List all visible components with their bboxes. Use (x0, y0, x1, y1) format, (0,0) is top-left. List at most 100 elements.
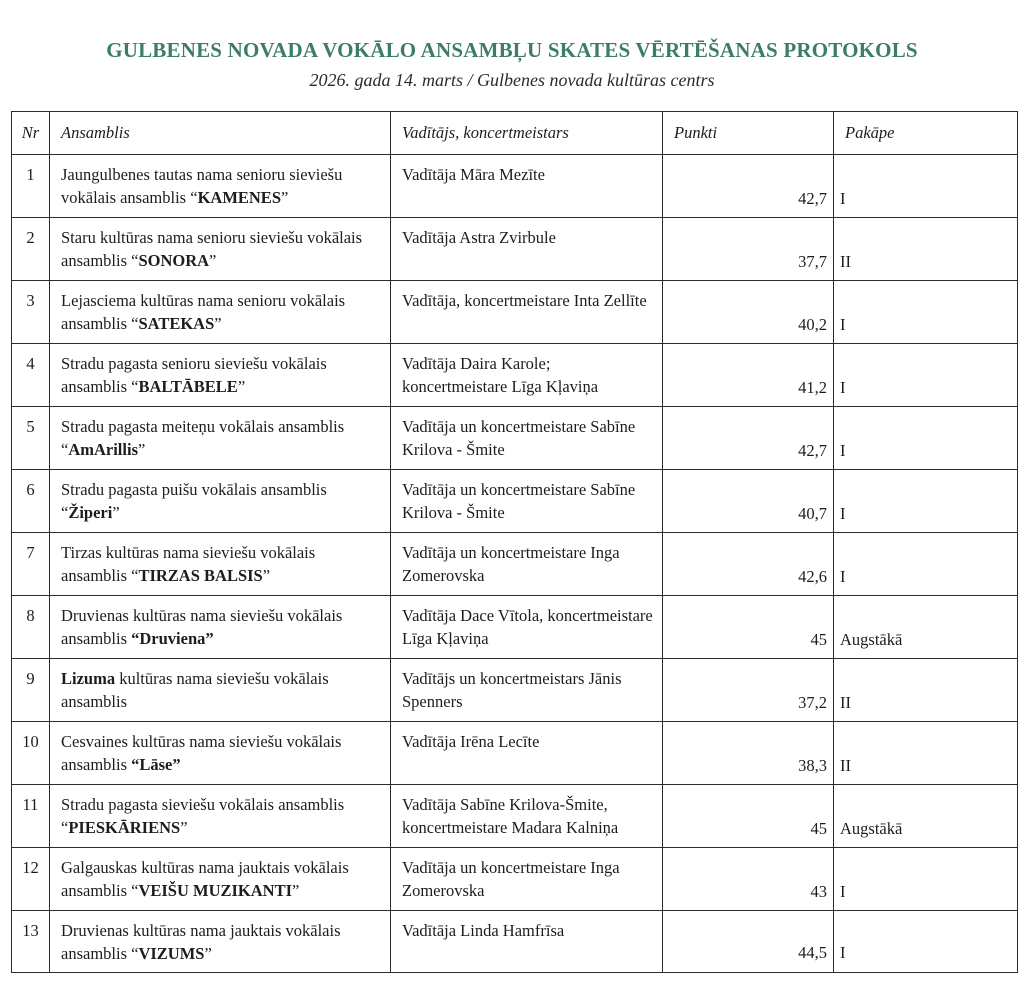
cell-ansamblis: Cesvaines kultūras nama sieviešu vokālai… (49, 721, 391, 785)
cell-nr: 2 (11, 217, 50, 281)
table-row: 9 Lizuma kultūras nama sieviešu vokālais… (11, 658, 1018, 722)
ansamblis-name: VEIŠU MUZIKANTI (138, 881, 293, 901)
cell-punkti: 40,2 (662, 280, 834, 344)
table-row: 2 Staru kultūras nama senioru sieviešu v… (11, 217, 1018, 281)
table-row: 1 Jaungulbenes tautas nama senioru sievi… (11, 154, 1018, 218)
cell-vaditajs: Vadītājs un koncertmeistars Jānis Spenne… (390, 658, 663, 722)
ansamblis-text-post: ” (180, 818, 188, 838)
cell-nr: 9 (11, 658, 50, 722)
cell-punkti: 45 (662, 784, 834, 848)
cell-pakape: I (833, 154, 1018, 218)
cell-nr: 5 (11, 406, 50, 470)
table-row: 3 Lejasciema kultūras nama senioru vokāl… (11, 280, 1018, 344)
ansamblis-text-pre: Stradu pagasta meiteņu vokālais ansambli… (61, 417, 345, 460)
ansamblis-name: “Lāse” (131, 755, 181, 775)
ansamblis-name: SATEKAS (138, 314, 215, 334)
cell-punkti: 40,7 (662, 469, 834, 533)
ansamblis-text-post: ” (281, 188, 289, 208)
ansamblis-text-pre: Lejasciema kultūras nama senioru vokālai… (61, 291, 346, 334)
cell-ansamblis: Galgauskas kultūras nama jauktais vokāla… (49, 847, 391, 911)
ansamblis-text-post: kultūras nama sieviešu vokālais ansambli… (61, 669, 329, 712)
cell-ansamblis: Staru kultūras nama senioru sieviešu vok… (49, 217, 391, 281)
table-row: 13 Druvienas kultūras nama jauktais vokā… (11, 910, 1018, 973)
cell-pakape: II (833, 658, 1018, 722)
cell-nr: 3 (11, 280, 50, 344)
cell-nr: 4 (11, 343, 50, 407)
cell-nr: 8 (11, 595, 50, 659)
cell-ansamblis: Druvienas kultūras nama jauktais vokālai… (49, 910, 391, 973)
cell-punkti: 44,5 (662, 910, 834, 973)
ansamblis-text-pre: Druvienas kultūras nama jauktais vokālai… (61, 921, 341, 964)
ansamblis-text-post: ” (237, 377, 246, 397)
ansamblis-text-pre: Galgauskas kultūras nama jauktais vokāla… (61, 858, 349, 901)
cell-nr: 1 (11, 154, 50, 218)
ansamblis-name: BALTĀBELE (138, 377, 238, 397)
page-subtitle: 2026. gada 14. marts / Gulbenes novada k… (309, 70, 715, 90)
cell-vaditajs: Vadītāja Astra Zvirbule (390, 217, 663, 281)
ansamblis-text-pre: Stradu pagasta sieviešu vokālais ansambl… (61, 795, 345, 838)
cell-pakape: II (833, 721, 1018, 785)
header-ansamblis: Ansamblis (49, 111, 391, 155)
cell-nr: 11 (11, 784, 50, 848)
header-vaditajs: Vadītājs, koncertmeistars (390, 111, 663, 155)
table-row: 12 Galgauskas kultūras nama jauktais vok… (11, 847, 1018, 911)
cell-ansamblis: Lejasciema kultūras nama senioru vokālai… (49, 280, 391, 344)
cell-pakape: I (833, 280, 1018, 344)
cell-vaditajs: Vadītāja Daira Karole; koncertmeistare L… (390, 343, 663, 407)
cell-punkti: 42,7 (662, 154, 834, 218)
header-punkti: Punkti (662, 111, 834, 155)
cell-nr: 10 (11, 721, 50, 785)
cell-vaditajs: Vadītāja un koncertmeistare Inga Zomerov… (390, 532, 663, 596)
cell-vaditajs: Vadītāja Dace Vītola, koncertmeistare Lī… (390, 595, 663, 659)
cell-vaditajs: Vadītāja un koncertmeistare Inga Zomerov… (390, 847, 663, 911)
table-row: 6 Stradu pagasta puišu vokālais ansambli… (11, 469, 1018, 533)
ansamblis-text-pre: Jaungulbenes tautas nama senioru sievieš… (61, 165, 343, 208)
table-row: 8 Druvienas kultūras nama sieviešu vokāl… (11, 595, 1018, 659)
cell-ansamblis: Jaungulbenes tautas nama senioru sievieš… (49, 154, 391, 218)
cell-punkti: 43 (662, 847, 834, 911)
cell-ansamblis: Druvienas kultūras nama sieviešu vokālai… (49, 595, 391, 659)
ansamblis-text-post: ” (262, 566, 271, 586)
table-body: 1 Jaungulbenes tautas nama senioru sievi… (11, 154, 1018, 973)
header-nr: Nr (11, 111, 50, 155)
ansamblis-name: VIZUMS (138, 944, 205, 964)
cell-vaditajs: Vadītāja un koncertmeistare Sabīne Krilo… (390, 406, 663, 470)
cell-pakape: I (833, 343, 1018, 407)
protocol-table: Nr Ansamblis Vadītājs, koncertmeistars P… (11, 111, 1018, 973)
header-pakape: Pakāpe (833, 111, 1018, 155)
cell-ansamblis: Stradu pagasta meiteņu vokālais ansambli… (49, 406, 391, 470)
cell-vaditajs: Vadītāja Māra Mezīte (390, 154, 663, 218)
cell-ansamblis: Lizuma kultūras nama sieviešu vokālais a… (49, 658, 391, 722)
cell-nr: 7 (11, 532, 50, 596)
ansamblis-text-post: ” (209, 251, 217, 271)
table-row: 7 Tirzas kultūras nama sieviešu vokālais… (11, 532, 1018, 596)
ansamblis-text-pre: Tirzas kultūras nama sieviešu vokālais a… (61, 543, 316, 586)
table-row: 4 Stradu pagasta senioru sieviešu vokāla… (11, 343, 1018, 407)
ansamblis-text-pre: Staru kultūras nama senioru sieviešu vok… (61, 228, 363, 271)
cell-ansamblis: Tirzas kultūras nama sieviešu vokālais a… (49, 532, 391, 596)
cell-pakape: I (833, 469, 1018, 533)
table-row: 5 Stradu pagasta meiteņu vokālais ansamb… (11, 406, 1018, 470)
cell-punkti: 37,2 (662, 658, 834, 722)
document-page: GULBENES NOVADA VOKĀLO ANSAMBĻU SKATES V… (0, 38, 1024, 973)
cell-punkti: 42,7 (662, 406, 834, 470)
cell-pakape: I (833, 532, 1018, 596)
page-title: GULBENES NOVADA VOKĀLO ANSAMBĻU SKATES V… (106, 38, 918, 62)
cell-punkti: 38,3 (662, 721, 834, 785)
cell-punkti: 41,2 (662, 343, 834, 407)
ansamblis-name: AmArillis (68, 440, 138, 460)
cell-punkti: 42,6 (662, 532, 834, 596)
ansamblis-text-post: ” (204, 944, 212, 964)
ansamblis-text-pre: Stradu pagasta puišu vokālais ansamblis … (61, 480, 327, 523)
ansamblis-text-pre: Druvienas kultūras nama sieviešu vokālai… (61, 606, 343, 649)
cell-ansamblis: Stradu pagasta puišu vokālais ansamblis … (49, 469, 391, 533)
ansamblis-name: “Druviena” (131, 629, 214, 649)
table-row: 10 Cesvaines kultūras nama sieviešu vokā… (11, 721, 1018, 785)
cell-vaditajs: Vadītāja Linda Hamfrīsa (390, 910, 663, 973)
ansamblis-text-post: ” (214, 314, 222, 334)
ansamblis-text-pre: Stradu pagasta senioru sieviešu vokālais… (61, 354, 327, 397)
cell-vaditajs: Vadītāja un koncertmeistare Sabīne Krilo… (390, 469, 663, 533)
ansamblis-text-post: ” (138, 440, 146, 460)
cell-vaditajs: Vadītāja Irēna Lecīte (390, 721, 663, 785)
ansamblis-name: TIRZAS BALSIS (138, 566, 263, 586)
